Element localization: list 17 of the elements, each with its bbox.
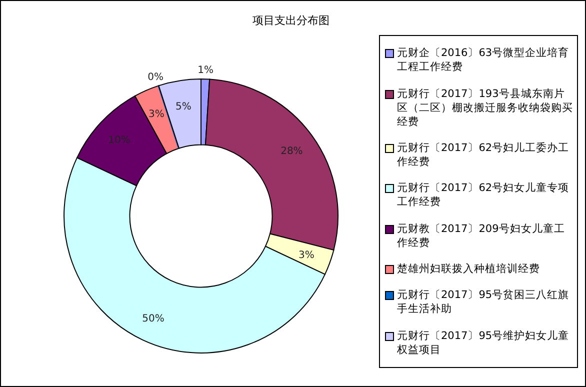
legend-label: 元财行〔2017〕62号妇儿工委办工作经费 (397, 140, 570, 169)
legend-label: 元财行〔2017〕95号贫困三八红旗手生活补助 (397, 288, 570, 316)
legend-label: 元财行〔2017〕95号维护妇女儿童权益项目 (397, 328, 570, 357)
data-label: 3% (298, 250, 314, 261)
legend-label: 元财教〔2017〕209号妇女儿童工作经费 (397, 222, 566, 250)
data-label: 50% (142, 313, 164, 324)
legend-label: 元财行〔2017〕62号妇女儿童专项工作经费 (397, 181, 570, 210)
legend-label: 楚雄州妇联拨入种植培训经费 (397, 262, 540, 276)
data-label: 3% (148, 109, 164, 120)
data-label: 28% (280, 146, 303, 158)
data-label: 1% (198, 65, 214, 76)
legend-label: 元财企〔2016〕63号微型企业培育工程工作经费 (397, 46, 570, 74)
data-label: 10% (108, 135, 130, 146)
chart-title: 项目支出分布图 (252, 13, 330, 28)
text: 0% (148, 72, 164, 84)
legend-label: 元财行〔2017〕193号县城东南片区（二区）棚改搬迁服务收纳袋购买经费 (397, 86, 573, 129)
data-label: 5% (176, 101, 192, 112)
